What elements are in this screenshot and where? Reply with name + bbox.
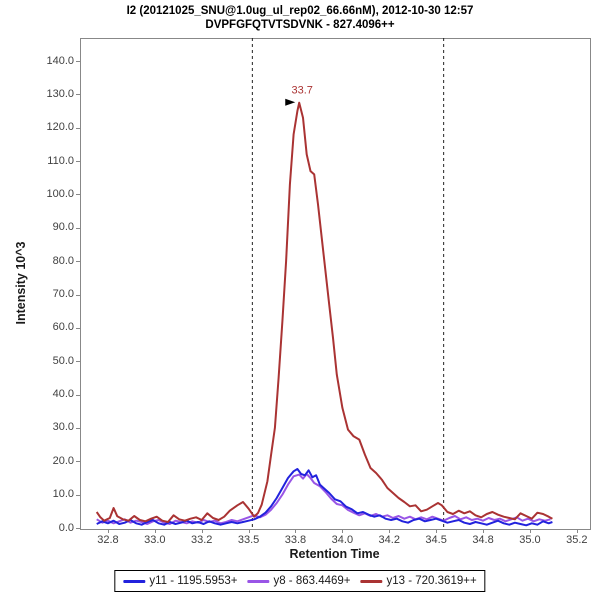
y8-legend-label: y8 - 863.4469+ [273,575,351,587]
y-tick-mark [76,227,80,229]
y8-line-swatch [247,579,270,583]
x-tick-mark [107,529,109,533]
x-tick-mark [248,529,250,533]
x-tick-label: 32.8 [97,534,119,546]
y-tick-label: 0.0 [58,521,74,534]
y-tick-mark [76,127,80,129]
y-tick-label: 70.0 [52,288,74,300]
x-tick-mark [295,529,297,533]
y13-chromatogram-line[interactable] [95,101,553,523]
y-tick-mark [76,327,80,329]
x-tick-mark [201,529,203,533]
peak-apex-arrow-icon [285,98,296,106]
chart-subtitle: DVPFGFQTVTSDVNK - 827.4096++ [205,19,395,31]
y11-chromatogram-line[interactable] [96,468,553,527]
y-tick-mark [76,94,80,96]
x-tick-label: 35.0 [519,534,541,546]
x-tick-mark [529,529,531,533]
x-tick-mark [576,529,578,533]
legend-item-y11: y11 - 1195.5953+ [123,575,237,587]
x-tick-label: 34.8 [472,534,494,546]
y-tick-mark [76,61,80,63]
chart-title: I2 (20121025_SNU@1.0ug_ul_rep02_66.66nM)… [126,5,474,17]
y-tick-mark [76,294,80,296]
y-tick-label: 110.0 [47,154,74,167]
x-axis-title: Retention Time [289,547,380,561]
y-tick-label: 30.0 [52,421,74,434]
x-tick-label: 34.0 [331,534,354,546]
x-tick-mark [483,529,485,533]
y-tick-label: 50.0 [52,354,74,367]
legend-item-y8: y8 - 863.4469+ [247,575,351,587]
x-tick-label: 35.2 [566,534,588,546]
y-tick-mark [76,394,80,396]
y-tick-label: 10.0 [52,488,74,501]
x-tick-label: 34.2 [378,534,400,546]
x-tick-label: 33.0 [144,534,166,546]
x-tick-mark [389,529,391,533]
y-tick-label: 120.0 [46,121,74,134]
y-tick-mark [76,528,80,529]
y-tick-label: 100.0 [46,187,74,200]
x-tick-label: 34.5 [425,534,447,546]
peak-rt-label: 33.7 [292,85,313,97]
legend-item-y13: y13 - 720.3619++ [360,575,477,587]
legend: y11 - 1195.5953+ y8 - 863.4469+ y13 - 72… [114,570,486,592]
y-tick-label: 40.0 [52,388,74,401]
plot-svg[interactable]: 33.7 [80,38,589,528]
y11-legend-label: y11 - 1195.5953+ [149,575,238,587]
y-tick-label: 90.0 [52,221,74,234]
x-tick-label: 33.5 [237,534,260,546]
y-tick-mark [76,427,80,429]
x-tick-mark [342,529,344,533]
y-tick-mark [76,161,80,163]
x-tick-mark [436,529,438,533]
y13-line-swatch [360,579,383,583]
y-tick-label: 60.0 [52,321,74,334]
y8-chromatogram-line[interactable] [96,473,551,525]
y-tick-mark [76,194,80,196]
y-tick-mark [76,261,80,263]
x-tick-label: 33.8 [284,534,307,546]
chart-title-block: I2 (20121025_SNU@1.0ug_ul_rep02_66.66nM)… [0,4,600,32]
y-tick-mark [76,494,80,496]
plot-border [80,38,591,530]
y-tick-label: 20.0 [52,454,74,467]
y11-line-swatch [123,579,146,583]
y-tick-mark [76,461,80,463]
y-tick-label: 130.0 [46,87,74,100]
y-tick-label: 140.0 [46,54,74,67]
x-tick-label: 33.2 [190,534,213,546]
y13-legend-label: y13 - 720.3619++ [386,575,477,587]
y-tick-mark [76,361,80,363]
x-tick-mark [154,529,156,533]
y-tick-label: 80.0 [52,254,74,267]
